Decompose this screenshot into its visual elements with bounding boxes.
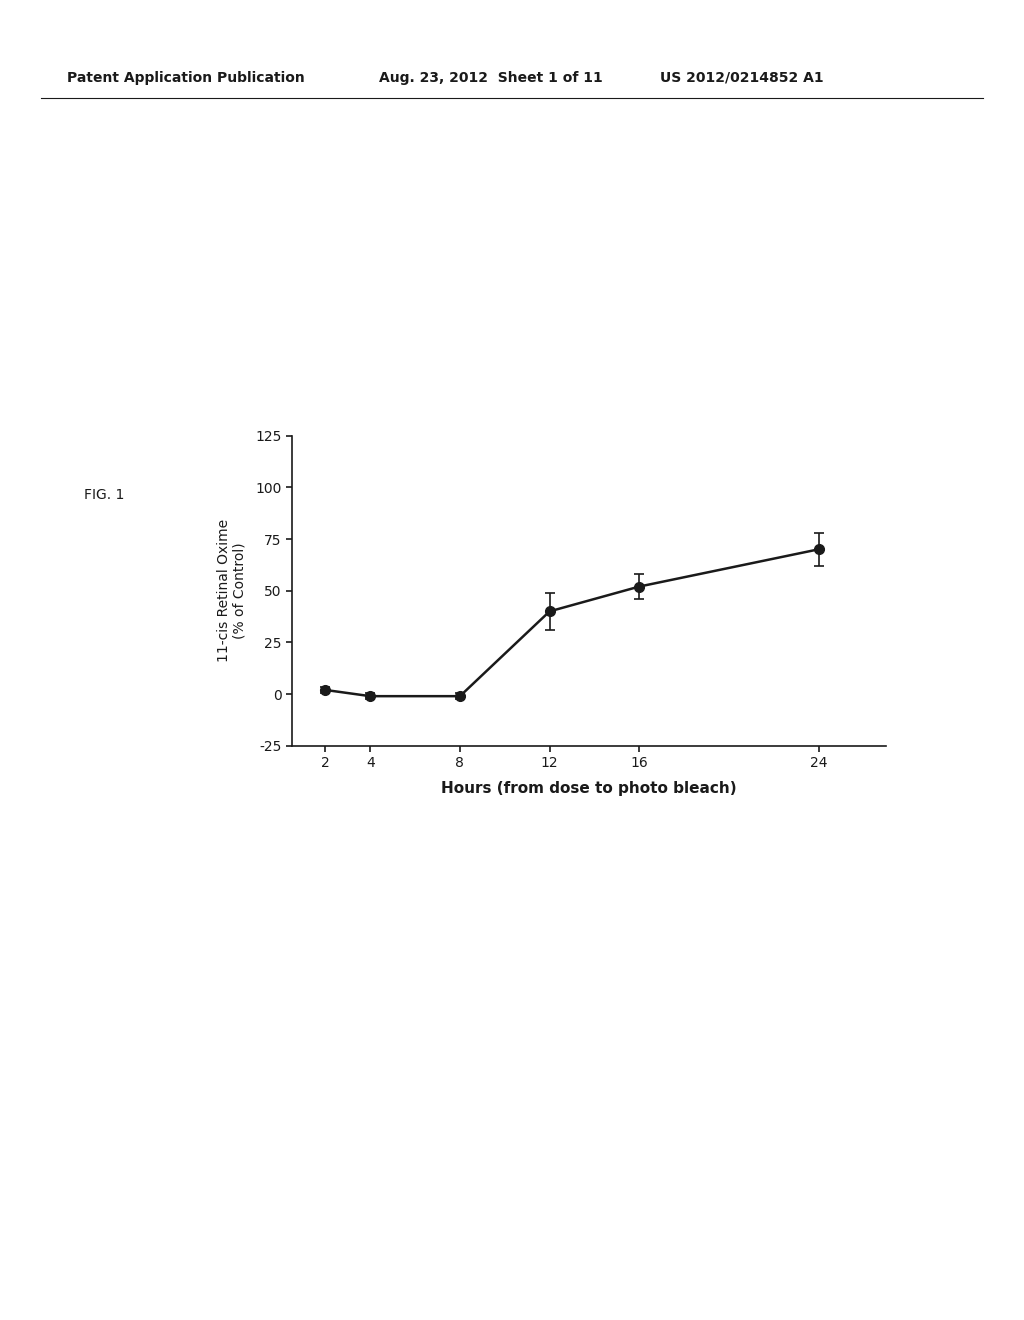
Text: Aug. 23, 2012  Sheet 1 of 11: Aug. 23, 2012 Sheet 1 of 11 [379,71,603,84]
X-axis label: Hours (from dose to photo bleach): Hours (from dose to photo bleach) [441,781,736,796]
Text: Patent Application Publication: Patent Application Publication [67,71,304,84]
Text: US 2012/0214852 A1: US 2012/0214852 A1 [660,71,824,84]
Text: FIG. 1: FIG. 1 [84,488,124,502]
Y-axis label: 11-cis Retinal Oxime
(% of Control): 11-cis Retinal Oxime (% of Control) [216,519,247,663]
